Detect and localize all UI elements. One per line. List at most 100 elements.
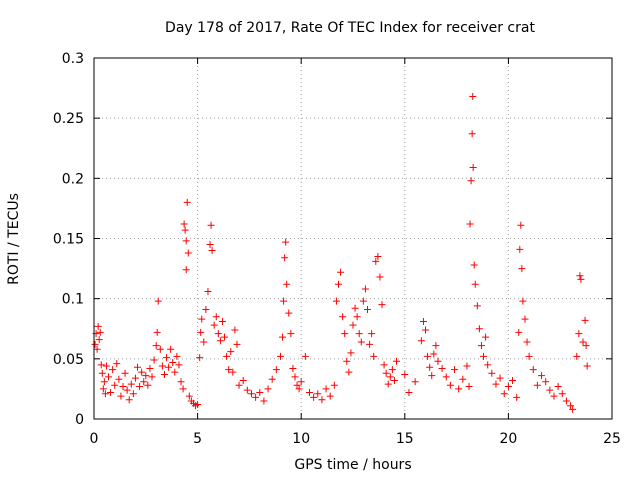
data-point: [95, 336, 103, 344]
data-point: [180, 220, 188, 228]
data-point: [411, 378, 419, 386]
data-point: [119, 383, 127, 391]
data-point: [150, 356, 158, 364]
data-point: [374, 253, 382, 261]
data-point: [142, 372, 150, 380]
data-point: [515, 328, 523, 336]
data-point: [529, 366, 537, 374]
data-point: [538, 372, 546, 380]
data-point: [353, 313, 361, 321]
data-point: [357, 338, 365, 346]
data-point: [252, 393, 260, 401]
data-point: [380, 361, 388, 369]
data-point: [372, 257, 380, 265]
data-point: [463, 362, 471, 370]
data-point: [419, 318, 427, 326]
y-tick-label: 0.15: [53, 232, 84, 248]
data-point: [581, 316, 589, 324]
data-point: [212, 313, 220, 321]
x-axis-label: GPS time / hours: [294, 457, 411, 473]
data-point: [194, 401, 202, 409]
data-point: [569, 405, 577, 413]
data-point: [225, 366, 233, 374]
data-point: [583, 362, 591, 370]
data-point: [401, 370, 409, 378]
data-point: [368, 330, 376, 338]
data-point: [97, 361, 105, 369]
data-point: [467, 177, 475, 185]
axis-ticks: 0 5 10 15 20 25 0 0.05 0.1 0.15 0.2 0.25 0.3: [53, 51, 621, 447]
data-point: [305, 389, 313, 397]
data-point: [96, 328, 104, 336]
data-point: [281, 254, 289, 262]
data-point: [182, 237, 190, 245]
data-point: [428, 372, 436, 380]
data-point: [200, 338, 208, 346]
data-point: [127, 380, 135, 388]
x-tick-label: 20: [499, 431, 517, 447]
data-point: [525, 352, 533, 360]
data-point: [198, 315, 206, 323]
data-point: [264, 385, 272, 393]
data-point: [345, 368, 353, 376]
data-point: [208, 247, 216, 255]
data-point: [152, 342, 160, 350]
data-point: [518, 265, 526, 273]
data-point: [295, 385, 303, 393]
data-point: [121, 369, 129, 377]
data-point: [469, 93, 477, 101]
data-point: [326, 392, 334, 400]
data-point: [107, 389, 115, 397]
grid: [94, 58, 612, 419]
data-point: [101, 390, 109, 398]
data-point: [279, 333, 287, 341]
data-point: [280, 297, 288, 305]
data-point: [577, 275, 585, 283]
data-point: [100, 378, 108, 386]
data-point: [496, 374, 504, 382]
data-point: [576, 272, 584, 280]
data-point: [91, 340, 99, 348]
data-point: [148, 373, 156, 381]
data-point: [239, 376, 247, 384]
data-points: [91, 93, 591, 413]
data-point: [169, 358, 177, 366]
data-point: [424, 352, 432, 360]
data-point: [386, 373, 394, 381]
data-point: [477, 342, 485, 350]
data-point: [99, 385, 107, 393]
data-point: [138, 368, 146, 376]
data-point: [146, 364, 154, 372]
data-point: [523, 338, 531, 346]
data-point: [364, 305, 372, 313]
data-point: [173, 352, 181, 360]
data-point: [475, 325, 483, 333]
data-point: [125, 396, 133, 404]
data-point: [339, 313, 347, 321]
data-point: [480, 352, 488, 360]
x-tick-label: 5: [193, 431, 202, 447]
data-point: [221, 333, 229, 341]
data-point: [105, 373, 113, 381]
data-point: [163, 354, 171, 362]
data-point: [154, 297, 162, 305]
data-point: [504, 383, 512, 391]
data-point: [131, 374, 139, 382]
data-point: [349, 321, 357, 329]
data-point: [521, 315, 529, 323]
data-point: [378, 301, 386, 309]
data-point: [359, 297, 367, 305]
data-point: [184, 249, 192, 257]
data-point: [465, 383, 473, 391]
data-point: [575, 330, 583, 338]
data-point: [227, 348, 235, 356]
data-point: [550, 392, 558, 400]
data-point: [451, 366, 459, 374]
data-point: [94, 322, 102, 330]
data-point: [291, 373, 299, 381]
data-point: [272, 366, 280, 374]
data-point: [247, 390, 255, 398]
data-point: [206, 241, 214, 249]
data-point: [334, 280, 342, 288]
